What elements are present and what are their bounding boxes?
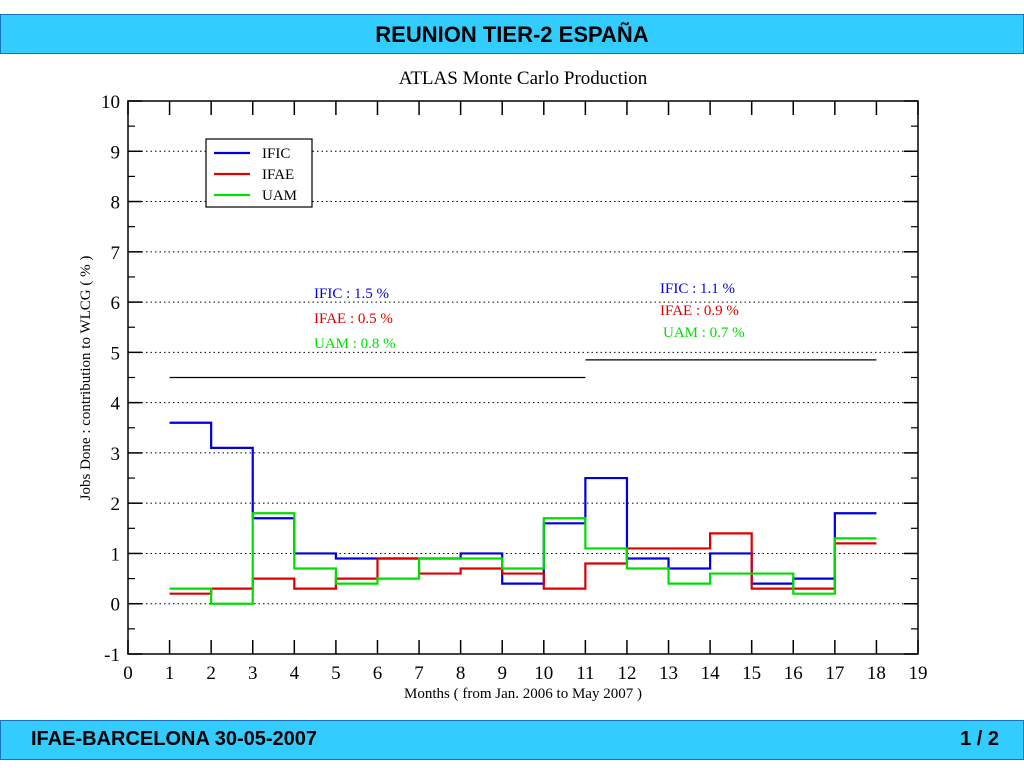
x-tick-label: 15 [742,663,761,684]
x-tick-label: 10 [534,663,553,684]
y-tick-label: 7 [111,243,121,264]
axis-ticks [127,100,919,655]
annotation-ifae: IFAE : 0.5 % [314,311,393,327]
x-tick-labels: 0 1 2 3 4 5 6 7 8 9 10 11 12 13 14 15 16 17 18 19 [123,663,927,684]
chart-title: ATLAS Monte Carlo Production [399,68,648,89]
x-tick-label: 2 [206,663,216,684]
x-tick-label: 11 [576,663,594,684]
annotation-uam: UAM : 0.8 % [314,336,396,352]
legend-label: IFIC [262,146,290,162]
footer-left-text: IFAE-BARCELONA 30-05-2007 [31,728,318,750]
x-tick-label: 19 [909,663,928,684]
legend: IFIC IFAE UAM [205,138,313,208]
x-tick-label: 8 [456,663,466,684]
period-annotations: IFIC : 1.5 % IFAE : 0.5 % UAM : 0.8 % IFIC … [314,281,745,352]
y-tick-label: 4 [111,394,121,415]
x-tick-label: 9 [497,663,507,684]
y-tick-labels: -1 0 1 2 3 4 5 6 7 8 9 10 [101,92,121,666]
y-tick-label: 10 [101,92,120,113]
y-tick-label: 1 [111,544,121,565]
x-tick-label: 7 [414,663,424,684]
y-tick-label: 0 [111,595,121,616]
legend-label: IFAE [262,167,294,183]
annotation-ific: IFIC : 1.5 % [314,286,389,302]
y-tick-label: 5 [111,343,121,364]
x-axis-label: Months ( from Jan. 2006 to May 2007 ) [404,686,642,702]
annotation-uam: UAM : 0.7 % [663,325,745,341]
annotation-ifae: IFAE : 0.9 % [660,303,739,319]
legend-label: UAM [262,188,297,204]
x-tick-label: 18 [867,663,886,684]
y-axis-label: Jobs Done : contribution to WLCG ( % ) [78,256,94,501]
x-tick-label: 0 [123,663,133,684]
series-line-uam [169,512,877,605]
x-tick-label: 3 [248,663,258,684]
y-tick-label: 6 [111,293,121,314]
x-tick-label: 16 [784,663,803,684]
page-title: REUNION TIER-2 ESPAÑA [375,22,649,47]
annotation-ific: IFIC : 1.1 % [660,281,735,297]
series-line-ifae [169,532,877,595]
x-tick-label: 4 [290,663,300,684]
period-lines [169,359,877,379]
x-tick-label: 12 [617,663,636,684]
x-tick-label: 13 [659,663,678,684]
series-line-ific [169,421,877,585]
y-tick-label: -1 [104,645,120,666]
y-tick-label: 9 [111,142,121,163]
x-tick-label: 1 [165,663,175,684]
y-tick-label: 2 [111,494,121,515]
y-tick-label: 8 [111,193,121,214]
x-tick-label: 6 [373,663,383,684]
x-tick-label: 14 [701,663,721,684]
page-number: 1 / 2 [960,728,999,750]
y-tick-label: 3 [111,444,121,465]
header-banner: REUNION TIER-2 ESPAÑA [0,14,1024,54]
x-tick-label: 5 [331,663,341,684]
footer-banner: IFAE-BARCELONA 30-05-2007 1 / 2 [0,720,1024,760]
series-lines [169,421,877,605]
x-tick-label: 17 [825,663,844,684]
